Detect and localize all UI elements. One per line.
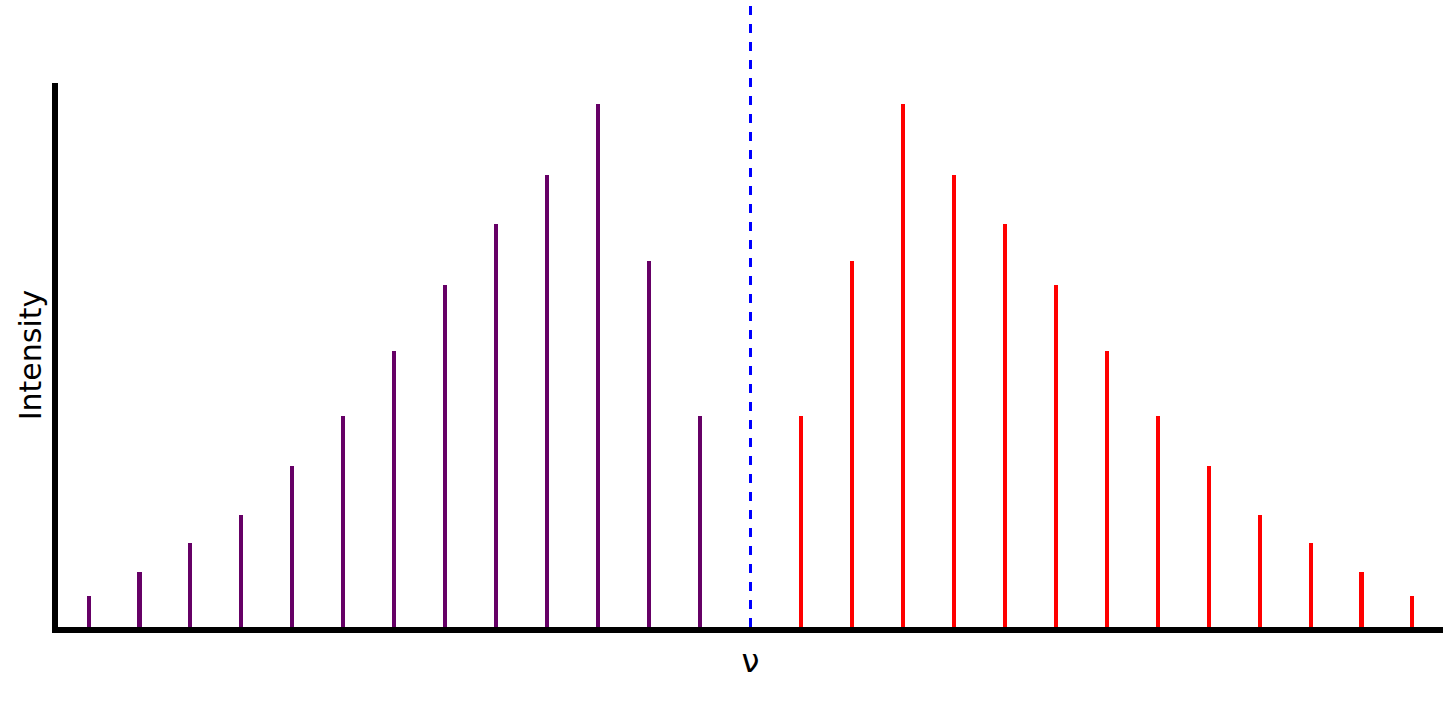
svg-text:ν: ν [742,642,760,680]
svg-text:Intensity: Intensity [13,290,48,421]
